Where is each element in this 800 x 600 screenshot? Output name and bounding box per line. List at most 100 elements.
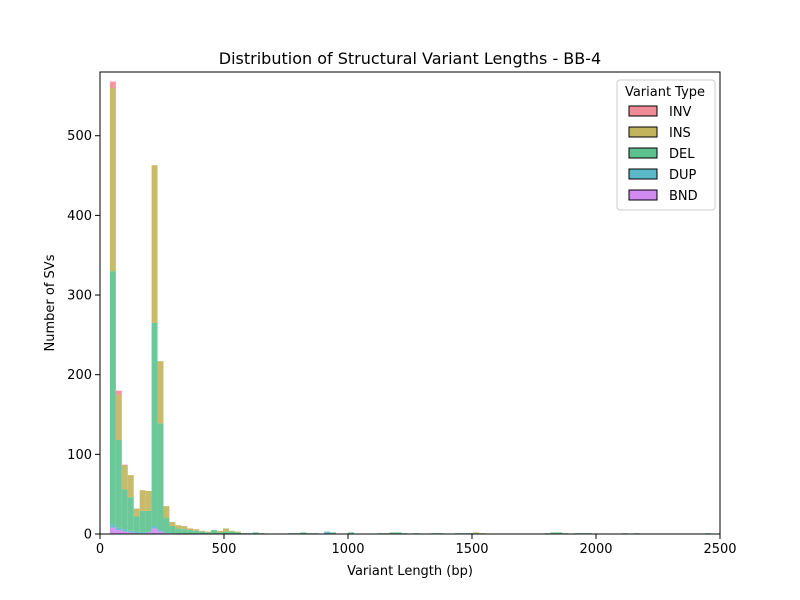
y-tick-label: 500 <box>67 129 92 144</box>
bar-ins <box>472 532 479 534</box>
bar-del <box>389 532 396 534</box>
bar-ins <box>145 490 152 511</box>
bar-del <box>133 516 140 532</box>
bar-del <box>175 528 182 534</box>
bar-ins <box>121 465 128 490</box>
bar-bnd <box>121 531 128 534</box>
bar-dup <box>133 531 140 534</box>
bar-bnd <box>115 530 122 534</box>
x-axis-ticks: 0 500 1000 1500 2000 2500 <box>96 534 737 557</box>
legend-items: INV INS DEL DUP BND <box>628 105 698 204</box>
bar-inv <box>115 390 122 395</box>
bar-del <box>217 532 224 534</box>
bar-bnd <box>157 531 164 534</box>
bar-bnd <box>109 527 116 534</box>
bar-del <box>205 532 212 534</box>
legend-label-inv: INV <box>669 105 692 120</box>
y-tick-label: 300 <box>67 289 92 304</box>
x-axis-label: Variant Length (bp) <box>347 564 473 579</box>
bar-ins <box>151 165 158 323</box>
bar-dup <box>127 530 134 533</box>
bar-ins <box>228 530 235 532</box>
bar-inv <box>109 81 116 88</box>
x-tick-label: 500 <box>212 542 237 557</box>
bar-ins <box>163 506 170 519</box>
bar-del <box>228 531 235 534</box>
bar-del <box>163 518 170 533</box>
x-tick-label: 0 <box>96 542 104 557</box>
bar-del <box>121 489 128 530</box>
bar-del <box>151 322 158 527</box>
legend-swatch-ins <box>628 126 658 138</box>
legend-swatch-bnd <box>628 189 658 201</box>
bar-ins <box>169 522 176 527</box>
bar-ins <box>187 528 194 531</box>
bar-ins <box>217 530 224 533</box>
bar-del <box>556 532 563 534</box>
bar-del <box>187 530 194 534</box>
bar-bnd <box>145 532 152 534</box>
x-tick-label: 1500 <box>455 542 488 557</box>
y-tick-label: 400 <box>67 209 92 224</box>
bar-ins <box>133 508 140 517</box>
bar-ins <box>157 361 164 424</box>
bar-del <box>252 532 259 534</box>
bar-ins <box>199 530 206 532</box>
bar-del <box>348 532 354 534</box>
x-tick-label: 1000 <box>331 542 364 557</box>
bar-dup <box>121 529 128 532</box>
bar-bnd <box>151 528 158 534</box>
bar-del <box>181 529 188 534</box>
bar-ins <box>234 531 241 533</box>
bar-del <box>199 531 206 534</box>
y-axis-label: Number of SVs <box>43 254 58 351</box>
bar-del <box>300 532 307 534</box>
bar-dup <box>109 524 116 528</box>
legend: Variant Type INV INS DEL DUP BND <box>616 79 716 211</box>
bar-del <box>157 423 164 531</box>
bar-bnd <box>127 532 134 534</box>
y-tick-label: 100 <box>67 448 92 463</box>
bar-ins <box>181 526 188 530</box>
bar-dup <box>115 527 122 531</box>
y-axis-ticks: 0 100 200 300 400 500 <box>67 129 100 543</box>
legend-label-dup: DUP <box>669 168 697 183</box>
bar-del <box>211 530 218 534</box>
bar-dup <box>145 531 152 533</box>
x-tick-label: 2500 <box>703 542 736 557</box>
bar-del <box>115 440 122 528</box>
bar-del <box>139 510 146 533</box>
y-tick-label: 0 <box>84 528 92 543</box>
bar-inv <box>121 464 128 466</box>
chart-title: Distribution of Structural Variant Lengt… <box>219 49 601 68</box>
bar-ins <box>223 528 229 532</box>
legend-swatch-dup <box>628 168 658 180</box>
bar-ins <box>193 529 200 531</box>
bar-del <box>109 271 116 525</box>
bar-del <box>330 532 337 534</box>
x-tick-label: 2000 <box>579 542 612 557</box>
bar-dup <box>157 530 164 532</box>
bar-ins <box>205 531 212 533</box>
bar-ins <box>139 490 146 511</box>
bar-del <box>169 526 176 534</box>
bar-dup <box>163 532 170 534</box>
legend-label-bnd: BND <box>669 189 698 204</box>
plot-frame <box>99 71 721 535</box>
bar-ins <box>109 87 116 272</box>
bar-dup <box>139 532 146 534</box>
bar-ins <box>115 394 122 440</box>
bar-del <box>395 532 402 534</box>
y-tick-label: 200 <box>67 368 92 383</box>
bar-del <box>193 530 200 534</box>
bar-del <box>234 532 241 534</box>
bar-del <box>550 532 557 534</box>
bar-del <box>145 510 152 532</box>
bar-del <box>223 531 229 534</box>
legend-title: Variant Type <box>625 85 705 100</box>
legend-label-del: DEL <box>669 147 695 162</box>
legend-swatch-del <box>628 147 658 159</box>
legend-swatch-inv <box>628 105 658 117</box>
legend-label-ins: INS <box>669 126 691 141</box>
